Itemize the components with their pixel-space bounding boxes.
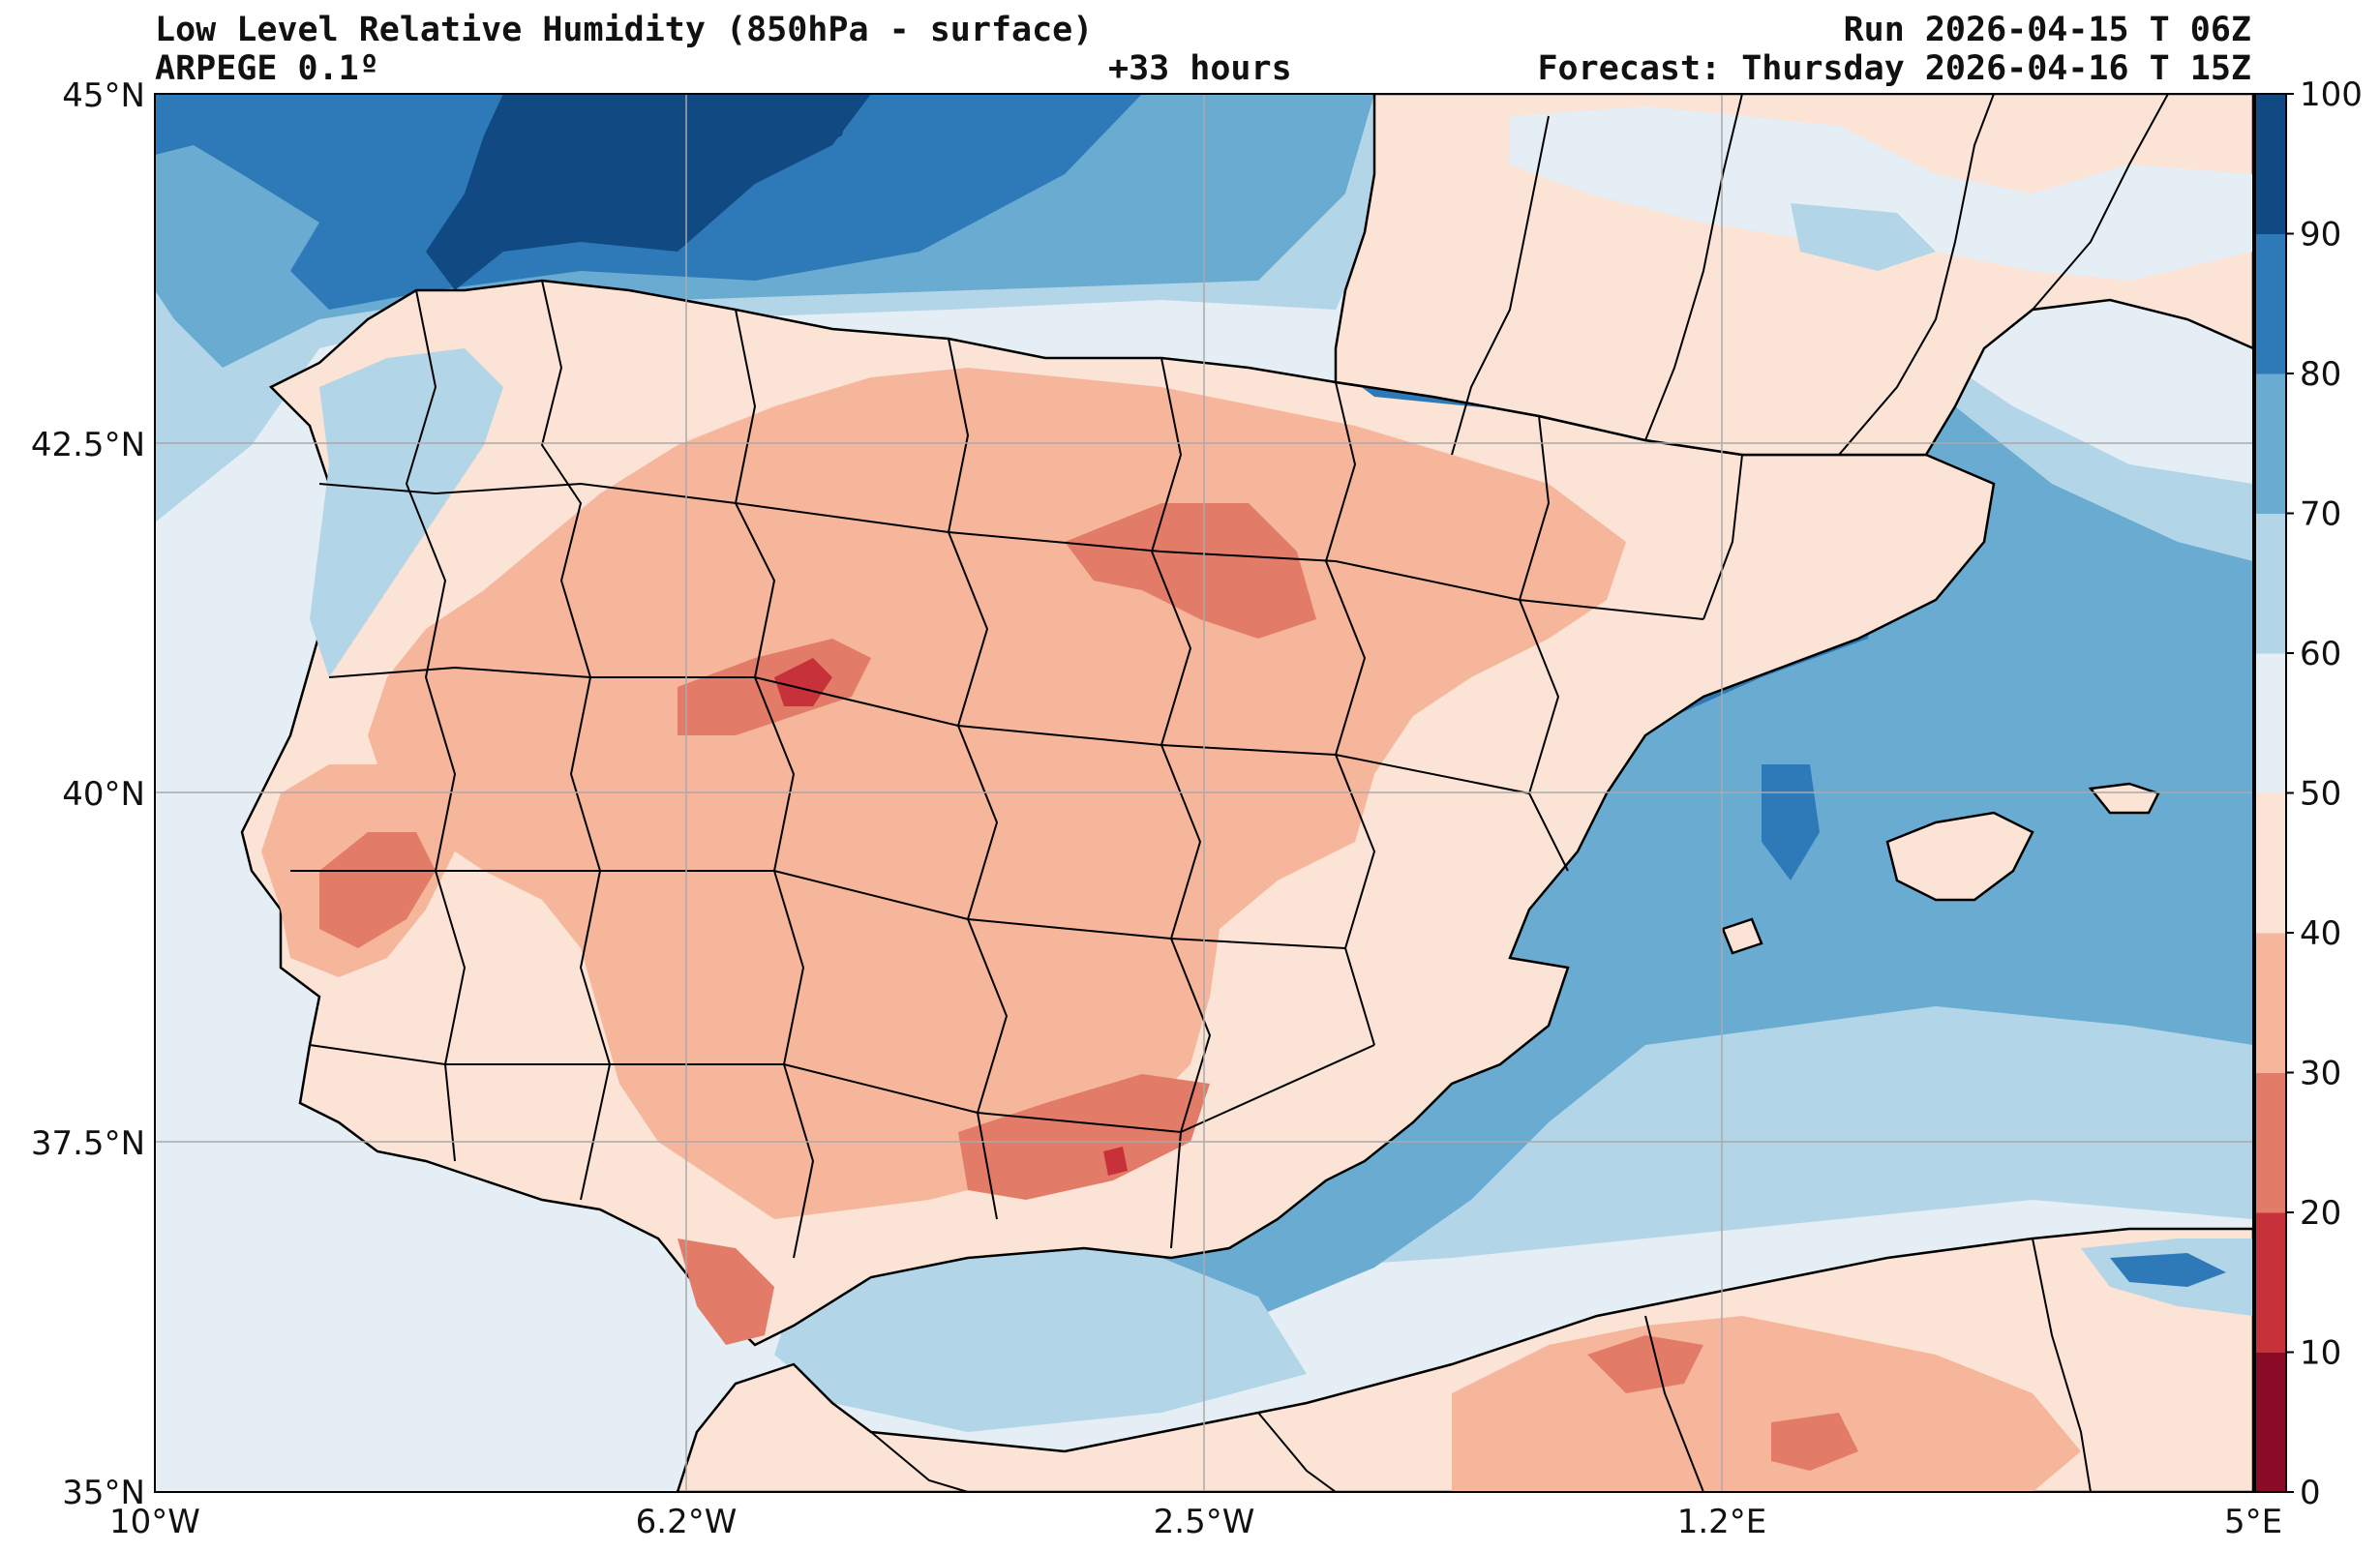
y-tick-label: 40°N [62,775,145,814]
plot-frame [154,93,2254,1493]
colorbar-tick-label: 90 [2300,216,2341,254]
graticule [155,94,2253,1492]
colorbar-tick-label: 10 [2300,1334,2341,1373]
colorbar-tick-label: 30 [2300,1055,2341,1093]
colorbar-segment [2255,94,2286,234]
forecast-label: Forecast: Thursday 2026-04-16 T 15Z [1537,49,2251,88]
menorca-island [2088,782,2160,815]
run-label: Run 2026-04-15 T 06Z [1843,11,2251,49]
x-axis-labels: 10°W 6.2°W 2.5°W 1.2°E 5°E [109,1503,2282,1541]
y-tick-label: 35°N [62,1474,145,1512]
colorbar-tick-label: 0 [2300,1474,2321,1512]
x-tick-label: 1.2°E [1677,1503,1767,1541]
x-tick-label: 6.2°W [636,1503,738,1541]
mallorca-island [1885,811,2034,902]
colorbar-tick-label: 70 [2300,495,2341,534]
mediterranean-80-zone-b [1762,764,1820,880]
colorbar-segment [2255,792,2286,934]
atlas-80-zone [2110,1253,2226,1287]
colorbar-segment [2255,373,2286,514]
x-tick-label: 5°E [2224,1503,2282,1541]
y-tick-label: 37.5°N [31,1124,145,1163]
colorbar: 0 10 20 30 40 50 60 70 80 90 100 [2254,75,2363,1512]
colorbar-segment [2255,653,2286,793]
colorbar-segment [2255,233,2286,374]
colorbar-tick-label: 100 [2300,75,2363,114]
y-tick-label: 42.5°N [31,426,145,464]
france-humid-zone [1510,106,2253,281]
colorbar-tick-label: 50 [2300,775,2341,814]
y-axis-labels: 45°N 42.5°N 40°N 37.5°N 35°N [31,76,145,1512]
ibiza-island [1721,917,1763,955]
algeria-20-zone-b [1771,1413,1858,1471]
algeria-20-zone [1587,1335,1703,1393]
colorbar-segment [2255,1352,2286,1493]
model-label: ARPEGE 0.1º [155,49,379,88]
map-field [155,94,2253,1492]
colorbar-tick-label: 60 [2300,635,2341,673]
andalusia-20-zone [958,1074,1210,1200]
x-tick-label: 2.5°W [1154,1503,1255,1541]
biscay-90-zone-b [755,94,852,164]
local-10-zone [774,658,832,706]
france-60-zone [1791,203,1936,271]
central-20-zone [1065,503,1316,639]
title-line: Low Level Relative Humidity (850hPa - su… [155,11,1094,49]
colorbar-segment [2255,513,2286,654]
colorbar-segment [2255,933,2286,1073]
portugal-20-zone [319,832,436,948]
colorbar-segment [2255,1072,2286,1213]
y-tick-label: 45°N [62,76,145,115]
huelva-20-zone [678,1239,774,1345]
admin-borders [290,94,2169,1492]
colorbar-tick-label: 80 [2300,355,2341,394]
lead-time-label: +33 hours [1108,49,1292,88]
colorbar-tick-label: 20 [2300,1194,2341,1233]
castile-20-zone [678,639,871,735]
colorbar-tick-label: 40 [2300,914,2341,953]
biscay-90-zone [426,94,871,290]
alboran-sea-zone [774,1258,1307,1432]
x-tick-label: 10°W [109,1503,200,1541]
iberia-30-zone [368,368,1626,1219]
galicia-humid-zone [310,348,503,677]
local-10-zone-b [1103,1147,1128,1176]
colorbar-segment [2255,1212,2286,1353]
